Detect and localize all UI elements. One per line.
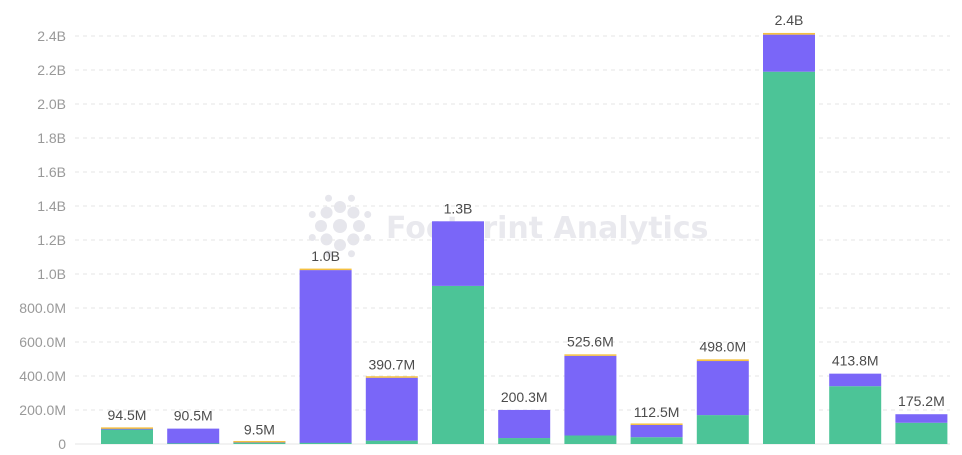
- bar-segment: [365, 440, 418, 444]
- bar-total-label: 200.3M: [501, 389, 548, 405]
- bar-total-label: 175.2M: [898, 393, 945, 409]
- bar-segment: [829, 373, 882, 387]
- y-tick-label: 200.0M: [19, 402, 66, 418]
- bar-total-label: 1.0B: [311, 248, 340, 264]
- bar-segment: [101, 427, 153, 429]
- bar-segment: [564, 354, 617, 356]
- bar-segment: [696, 415, 749, 444]
- bar-segment: [630, 437, 683, 444]
- logo-petal-dot: [315, 220, 327, 232]
- logo-outer-dot: [364, 211, 372, 219]
- bar-segment: [432, 285, 484, 444]
- logo-petal-dot: [347, 233, 360, 246]
- bar-segment: [829, 386, 882, 444]
- bar-segment: [564, 435, 617, 444]
- bar-segment: [564, 355, 617, 436]
- bar-segment: [233, 440, 286, 443]
- y-tick-label: 2.4B: [37, 28, 66, 44]
- bar-segment: [763, 71, 815, 444]
- bar-total-label: 90.5M: [174, 408, 213, 424]
- y-tick-label: 1.4B: [37, 198, 66, 214]
- bar-segment: [299, 442, 352, 444]
- bar-segment: [432, 221, 484, 286]
- logo-petal-dot: [320, 233, 333, 246]
- logo-outer-dot: [325, 194, 333, 202]
- bars: [101, 32, 948, 444]
- y-tick-label: 800.0M: [19, 300, 66, 316]
- bar-segment: [895, 422, 948, 444]
- bar-segment: [895, 414, 948, 423]
- bar-segment: [630, 424, 683, 438]
- bar-segment: [365, 376, 418, 378]
- bar-segment: [696, 359, 749, 362]
- logo-outer-dot: [347, 194, 355, 202]
- logo-petal-dot: [320, 206, 333, 219]
- logo-petal-dot: [334, 239, 346, 251]
- y-tick-label: 2.0B: [37, 96, 66, 112]
- y-tick-label: 0: [58, 436, 66, 452]
- bar-total-label: 112.5M: [634, 404, 680, 420]
- total-labels: 94.5M 90.5M 9.5M 1.0B 390.7M 1.3B 200.3M 525.6M…: [108, 12, 945, 437]
- bar-total-label: 94.5M: [108, 407, 147, 423]
- bar-segment: [101, 429, 153, 444]
- bar-segment: [167, 428, 220, 444]
- y-tick-label: 400.0M: [19, 368, 66, 384]
- bar-total-label: 9.5M: [244, 421, 275, 437]
- bar-segment: [233, 442, 286, 444]
- y-tick-label: 600.0M: [19, 334, 66, 350]
- y-tick-label: 1.8B: [37, 130, 66, 146]
- y-tick-label: 1.0B: [37, 266, 66, 282]
- y-axis-ticks: 0 200.0M 400.0M 600.0M 800.0M 1.0B 1.2B 1.4B 1.6…: [19, 28, 66, 452]
- bar-segment: [696, 361, 749, 416]
- logo-outer-dot: [325, 250, 333, 258]
- logo-petal-dot: [347, 206, 360, 219]
- logo-petal-dot: [334, 201, 346, 213]
- logo-outer-dot: [308, 233, 316, 241]
- bar-total-label: 2.4B: [775, 12, 804, 28]
- bar-segment: [498, 409, 551, 439]
- watermark: Footprint Analytics: [308, 194, 708, 258]
- bar-total-label: 413.8M: [832, 353, 879, 369]
- logo-outer-dot: [308, 211, 316, 219]
- bar-segment: [630, 423, 683, 425]
- bar-total-label: 525.6M: [567, 334, 614, 350]
- bar-segment: [763, 34, 815, 72]
- bar-segment: [763, 32, 815, 35]
- y-tick-label: 1.6B: [37, 164, 66, 180]
- bar-segment: [299, 270, 352, 443]
- logo-petal-dot: [353, 220, 365, 232]
- y-tick-label: 1.2B: [37, 232, 66, 248]
- bar-total-label: 1.3B: [444, 200, 473, 216]
- bar-total-label: 498.0M: [699, 338, 746, 354]
- y-tick-label: 2.2B: [37, 62, 66, 78]
- bar-total-label: 390.7M: [368, 357, 415, 373]
- footprint-logo-icon: [308, 194, 372, 258]
- bar-segment: [299, 268, 352, 271]
- bar-segment: [365, 377, 418, 441]
- bar-segment: [498, 438, 551, 444]
- logo-outer-dot: [364, 233, 372, 241]
- logo-center-dot: [333, 219, 347, 233]
- logo-outer-dot: [347, 250, 355, 258]
